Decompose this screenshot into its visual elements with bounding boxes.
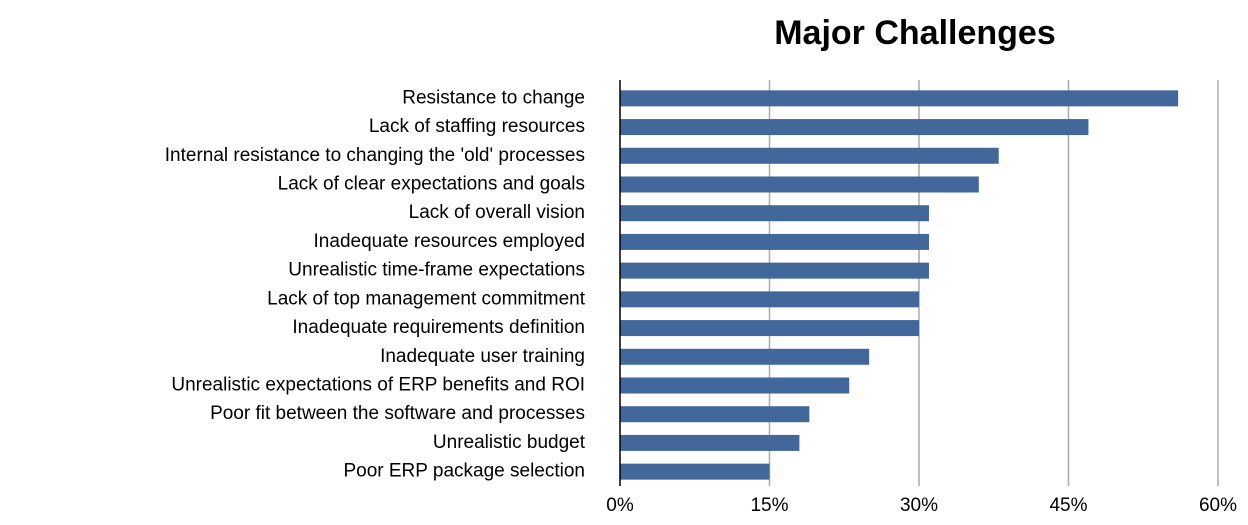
bar — [620, 320, 919, 337]
y-tick-label: Unrealistic time-frame expectations — [288, 260, 585, 281]
y-tick-label: Poor ERP package selection — [343, 461, 585, 482]
y-tick-label: Resistance to change — [402, 87, 585, 108]
y-tick-label: Lack of staffing resources — [369, 116, 585, 137]
chart-title: Major Challenges — [774, 14, 1056, 52]
y-tick-label: Inadequate requirements definition — [292, 317, 585, 338]
y-tick-label: Inadequate user training — [380, 346, 585, 367]
x-tick-label: 60% — [1199, 495, 1237, 516]
x-tick-label: 0% — [606, 495, 634, 516]
bar — [620, 377, 850, 394]
bar — [620, 348, 870, 365]
bar — [620, 233, 929, 250]
bar — [620, 262, 929, 279]
bar — [620, 176, 979, 193]
bar — [620, 463, 770, 480]
bar — [620, 291, 919, 308]
bar — [620, 434, 800, 451]
bar — [620, 119, 1089, 136]
x-tick-label: 15% — [750, 495, 788, 516]
y-tick-label: Lack of overall vision — [409, 202, 585, 223]
y-tick-label: Lack of clear expectations and goals — [278, 174, 585, 195]
y-tick-label: Unrealistic expectations of ERP benefits… — [171, 375, 585, 396]
bar — [620, 90, 1179, 107]
y-tick-label: Lack of top management commitment — [267, 288, 586, 309]
y-tick-label: Poor fit between the software and proces… — [210, 403, 585, 424]
y-tick-label: Internal resistance to changing the 'old… — [165, 145, 585, 166]
bar — [620, 406, 810, 423]
bar — [620, 147, 999, 164]
y-tick-label: Inadequate resources employed — [314, 231, 585, 252]
x-tick-label: 30% — [900, 495, 938, 516]
bar — [620, 205, 929, 222]
y-tick-label: Unrealistic budget — [433, 432, 586, 453]
x-tick-label: 45% — [1049, 495, 1087, 516]
